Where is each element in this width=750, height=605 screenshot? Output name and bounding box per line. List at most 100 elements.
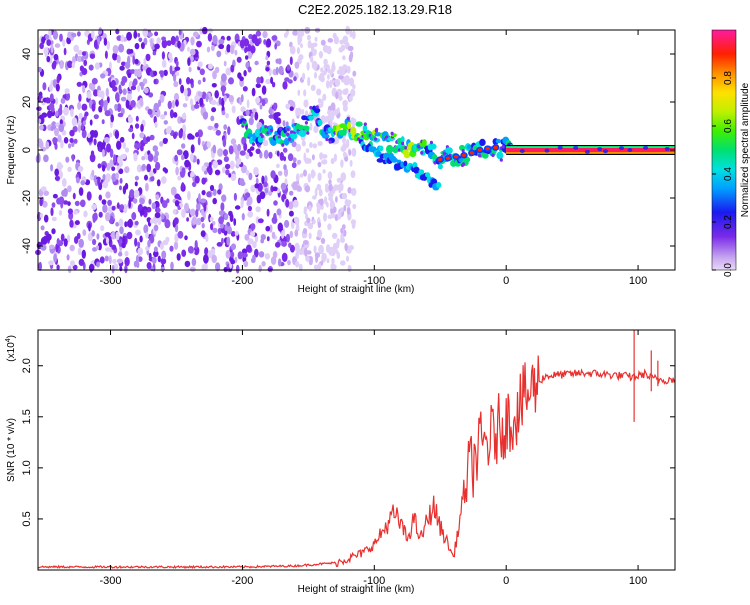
noise-speck [50, 207, 54, 216]
trace-blob [479, 138, 486, 146]
noise-speck [220, 202, 225, 212]
noise-speck [192, 181, 197, 187]
noise-speck [342, 142, 347, 151]
noise-speck [275, 241, 281, 248]
carrier-blob [619, 146, 624, 151]
noise-speck [169, 109, 174, 119]
trace-blob [313, 107, 321, 114]
noise-speck [78, 93, 82, 102]
carrier-blob [557, 145, 563, 150]
noise-speck [52, 193, 58, 199]
noise-speck [336, 177, 342, 183]
noise-speck [300, 43, 303, 49]
trace-blob [279, 127, 283, 131]
noise-speck [92, 238, 97, 246]
noise-speck [100, 73, 106, 79]
noise-speck [38, 261, 42, 271]
noise-speck [130, 100, 136, 108]
noise-speck [271, 35, 278, 41]
noise-speck [182, 103, 188, 108]
noise-speck [132, 55, 136, 65]
noise-speck [228, 77, 234, 85]
noise-speck [187, 246, 194, 254]
noise-speck [207, 33, 213, 42]
noise-speck [224, 224, 228, 232]
noise-speck [133, 30, 138, 39]
noise-speck [129, 49, 134, 54]
noise-speck [195, 209, 199, 218]
noise-speck [98, 211, 103, 218]
noise-speck [189, 153, 194, 162]
noise-speck [261, 98, 266, 107]
noise-speck [260, 238, 265, 244]
trace-blob [385, 135, 389, 139]
noise-speck [47, 110, 53, 119]
noise-speck [73, 44, 80, 53]
noise-speck [60, 139, 64, 149]
noise-speck [186, 77, 191, 85]
noise-speck [92, 247, 98, 252]
carrier-band-core [506, 148, 675, 152]
noise-speck [152, 168, 157, 174]
noise-speck [227, 126, 231, 136]
noise-speck [161, 213, 165, 220]
noise-speck [218, 210, 223, 216]
noise-speck [241, 164, 247, 174]
noise-speck [96, 36, 101, 46]
noise-speck [142, 64, 147, 71]
trace-blob [429, 140, 433, 145]
noise-speck [82, 229, 87, 237]
noise-speck [259, 104, 263, 110]
trace-blob [495, 138, 502, 144]
noise-speck [352, 203, 357, 210]
noise-speck [317, 98, 322, 104]
noise-speck [305, 148, 310, 154]
noise-speck [39, 197, 43, 207]
noise-speck [230, 259, 236, 265]
noise-speck [109, 132, 113, 138]
noise-speck [154, 43, 160, 50]
noise-speck [197, 91, 203, 97]
trace-blob [283, 137, 290, 146]
noise-speck [73, 210, 79, 215]
noise-speck [76, 120, 83, 127]
noise-speck [55, 110, 59, 117]
noise-speck [49, 244, 55, 250]
noise-speck [121, 61, 126, 67]
noise-speck [164, 168, 169, 174]
noise-speck [81, 103, 88, 111]
noise-speck [190, 36, 195, 46]
noise-speck [153, 154, 159, 163]
noise-speck [153, 250, 159, 258]
branch-blob [376, 158, 384, 163]
spectrogram-x-tick-label: 0 [503, 275, 509, 287]
noise-speck [342, 88, 349, 95]
noise-speck [123, 203, 128, 214]
noise-speck [181, 182, 185, 191]
noise-speck [242, 86, 248, 92]
noise-speck [201, 177, 206, 185]
noise-speck [281, 230, 285, 239]
noise-speck [43, 214, 49, 223]
noise-speck [162, 239, 169, 246]
noise-speck [140, 145, 144, 152]
noise-speck [97, 176, 100, 186]
noise-speck [265, 67, 270, 72]
noise-speck [91, 30, 95, 39]
noise-speck [211, 83, 217, 88]
noise-speck [216, 50, 222, 58]
trace-blob [499, 158, 503, 162]
noise-speck [291, 141, 297, 148]
noise-speck [316, 184, 322, 191]
noise-speck [199, 68, 205, 76]
noise-speck [194, 175, 200, 184]
noise-speck [195, 132, 199, 138]
noise-speck [173, 112, 178, 118]
noise-speck [268, 151, 273, 159]
noise-speck [110, 231, 117, 240]
noise-speck [45, 141, 50, 150]
noise-speck [93, 138, 97, 146]
noise-speck [112, 258, 117, 264]
noise-speck [324, 196, 328, 205]
noise-speck [57, 134, 62, 143]
